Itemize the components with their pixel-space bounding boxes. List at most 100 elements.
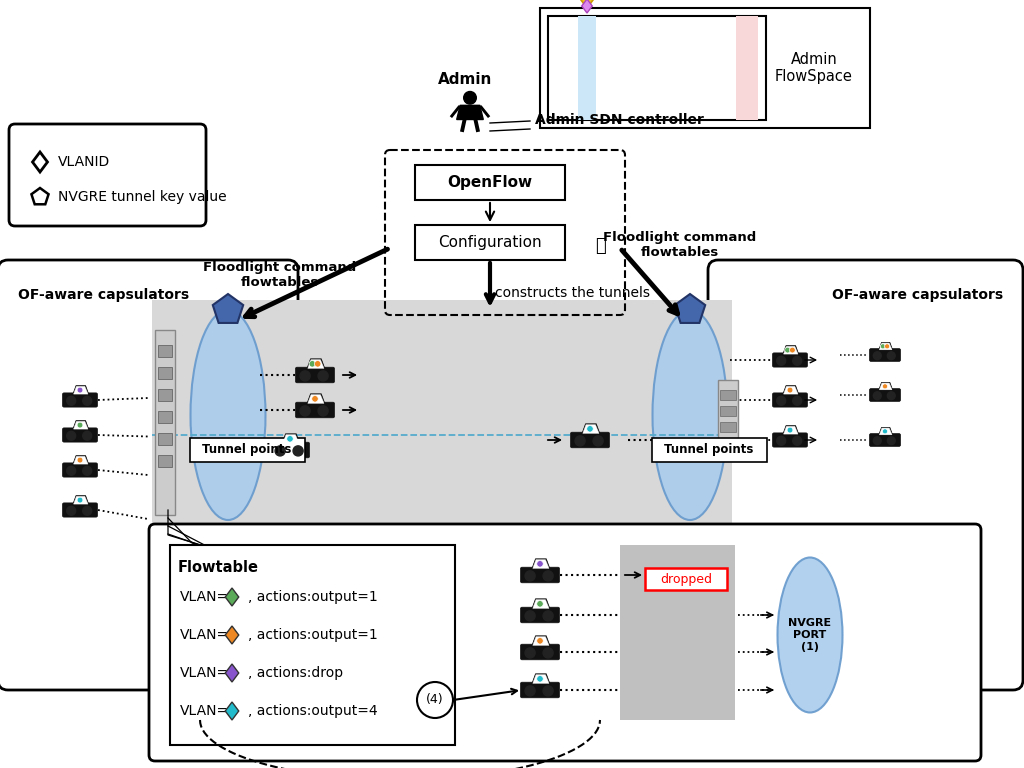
Bar [620, 545, 735, 720]
Circle shape [537, 676, 544, 682]
Circle shape [787, 387, 793, 393]
Text: Admin SDN controller: Admin SDN controller [535, 113, 703, 127]
Polygon shape [74, 386, 88, 394]
Text: VLANID: VLANID [58, 155, 111, 169]
Circle shape [67, 396, 76, 406]
FancyBboxPatch shape [772, 353, 808, 367]
Polygon shape [307, 359, 325, 369]
Circle shape [537, 561, 544, 567]
Bar [720, 438, 736, 448]
Polygon shape [225, 626, 239, 644]
Polygon shape [582, 424, 600, 434]
Polygon shape [74, 496, 88, 504]
FancyBboxPatch shape [570, 432, 609, 448]
Text: constructs the tunnels: constructs the tunnels [495, 286, 650, 300]
Bar [718, 380, 738, 460]
Circle shape [311, 396, 318, 402]
Circle shape [77, 497, 83, 503]
Bar [415, 225, 565, 260]
Polygon shape [783, 426, 798, 434]
FancyBboxPatch shape [296, 402, 335, 418]
Bar [158, 411, 172, 423]
Polygon shape [457, 105, 483, 120]
Text: Admin
FlowSpace: Admin FlowSpace [775, 51, 853, 84]
Bar [170, 545, 455, 745]
Circle shape [83, 432, 92, 440]
FancyBboxPatch shape [520, 682, 559, 698]
Polygon shape [782, 425, 799, 435]
Circle shape [873, 392, 882, 399]
Bar [158, 433, 172, 445]
Polygon shape [531, 599, 550, 609]
Polygon shape [283, 435, 299, 443]
Circle shape [793, 356, 802, 366]
Circle shape [318, 406, 328, 416]
Polygon shape [74, 422, 88, 429]
Circle shape [793, 436, 802, 445]
Circle shape [67, 432, 76, 440]
Text: OF-aware capsulators: OF-aware capsulators [18, 288, 189, 302]
Polygon shape [308, 359, 324, 369]
FancyBboxPatch shape [869, 389, 900, 402]
Bar [720, 406, 736, 416]
Polygon shape [74, 456, 88, 464]
Polygon shape [225, 702, 239, 720]
Text: , actions:output=1: , actions:output=1 [248, 628, 378, 642]
Polygon shape [783, 386, 798, 394]
Text: , actions:output=4: , actions:output=4 [248, 704, 378, 718]
Polygon shape [225, 664, 239, 682]
Polygon shape [880, 343, 892, 349]
Bar [158, 455, 172, 467]
Polygon shape [783, 346, 798, 354]
FancyBboxPatch shape [520, 568, 559, 583]
FancyBboxPatch shape [9, 124, 206, 226]
Bar [736, 16, 758, 120]
Bar [152, 300, 732, 530]
Circle shape [777, 396, 785, 406]
Bar [540, 8, 870, 128]
FancyBboxPatch shape [62, 463, 97, 477]
Circle shape [883, 429, 888, 434]
Polygon shape [282, 434, 300, 444]
Text: VLAN=: VLAN= [180, 666, 229, 680]
Bar [652, 438, 767, 462]
Circle shape [575, 436, 585, 446]
Circle shape [888, 437, 895, 445]
Circle shape [888, 392, 895, 399]
Circle shape [300, 406, 310, 416]
Circle shape [275, 446, 285, 456]
Bar [158, 367, 172, 379]
Circle shape [287, 435, 293, 442]
Polygon shape [782, 346, 799, 354]
Text: VLAN=: VLAN= [180, 628, 229, 642]
FancyBboxPatch shape [772, 433, 808, 447]
Bar [578, 16, 596, 120]
Text: (4): (4) [426, 694, 443, 707]
Text: NVGRE
PORT
(1): NVGRE PORT (1) [788, 618, 831, 651]
Polygon shape [307, 394, 325, 404]
Polygon shape [880, 383, 892, 390]
FancyBboxPatch shape [869, 434, 900, 446]
Text: Floodlight command
flowtables: Floodlight command flowtables [204, 261, 356, 289]
Ellipse shape [190, 310, 265, 520]
Circle shape [525, 648, 536, 658]
Circle shape [787, 427, 793, 433]
Ellipse shape [777, 558, 843, 713]
Circle shape [83, 396, 92, 406]
Bar [720, 390, 736, 400]
Bar [720, 422, 736, 432]
Text: , actions:drop: , actions:drop [248, 666, 343, 680]
FancyBboxPatch shape [520, 644, 559, 660]
Bar [155, 330, 175, 515]
Polygon shape [460, 105, 480, 119]
Circle shape [67, 466, 76, 475]
Circle shape [77, 457, 83, 463]
Polygon shape [782, 386, 799, 395]
Circle shape [543, 686, 553, 696]
Polygon shape [580, 0, 595, 8]
FancyBboxPatch shape [62, 503, 97, 517]
Circle shape [790, 347, 796, 353]
FancyBboxPatch shape [520, 607, 559, 623]
Polygon shape [73, 495, 89, 505]
Circle shape [537, 637, 544, 644]
